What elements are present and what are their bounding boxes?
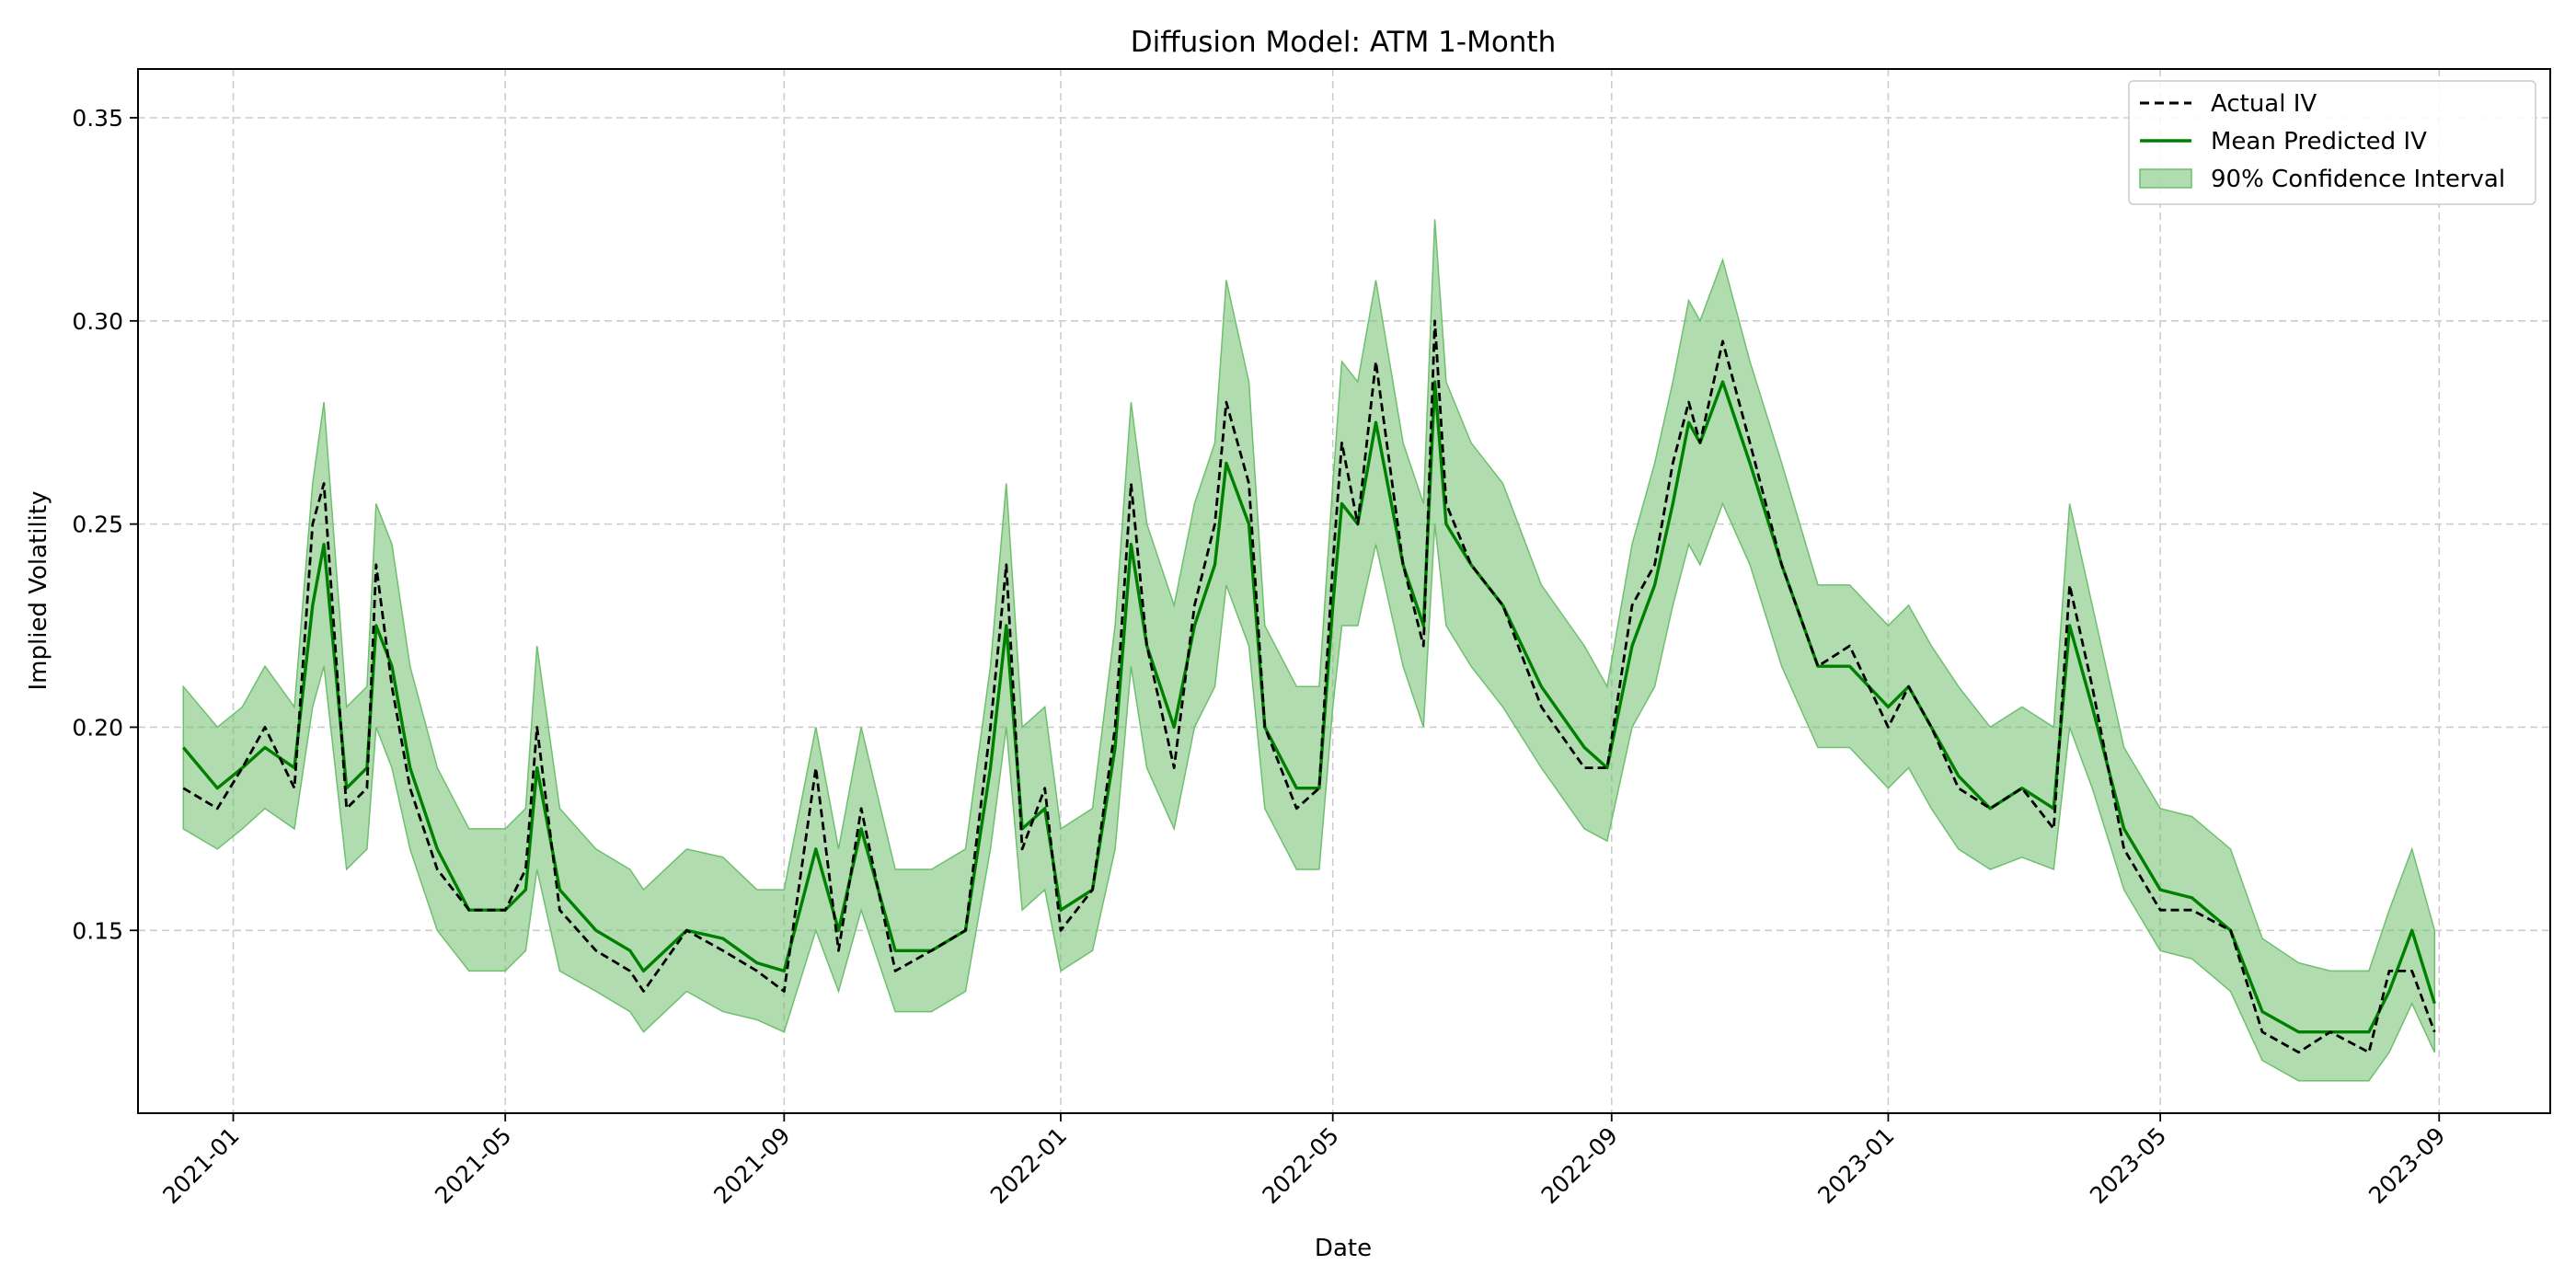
- confidence-interval-band: [182, 219, 2436, 1082]
- legend-box: [2128, 80, 2536, 205]
- legend-label-interval: 90% Confidence Interval: [2211, 166, 2505, 193]
- y-tick-label: 0.30: [72, 308, 123, 335]
- legend-label-actual: Actual IV: [2211, 90, 2317, 118]
- confidence-band-layer: [182, 219, 2436, 1082]
- series-layer: [181, 319, 2436, 1054]
- chart-title: Diffusion Model: ATM 1-Month: [1131, 26, 1557, 59]
- y-tick-label: 0.15: [72, 917, 123, 944]
- legend: Actual IV Mean Predicted IV 90% Confiden…: [2128, 80, 2536, 205]
- legend-label-predicted: Mean Predicted IV: [2211, 128, 2427, 155]
- y-tick-label: 0.20: [72, 714, 123, 741]
- y-tick-label: 0.25: [72, 512, 123, 538]
- plot-frame: [137, 68, 2551, 1114]
- y-tick-label: 0.35: [72, 105, 123, 132]
- y-axis-title: Implied Volatility: [25, 491, 52, 691]
- actual-iv-line: [182, 319, 2436, 1054]
- x-axis-title: Date: [1315, 1235, 1372, 1262]
- y-axis: 0.15 0.20 0.25 0.30 0.35: [72, 105, 138, 944]
- legend-swatch-interval: [2139, 168, 2192, 189]
